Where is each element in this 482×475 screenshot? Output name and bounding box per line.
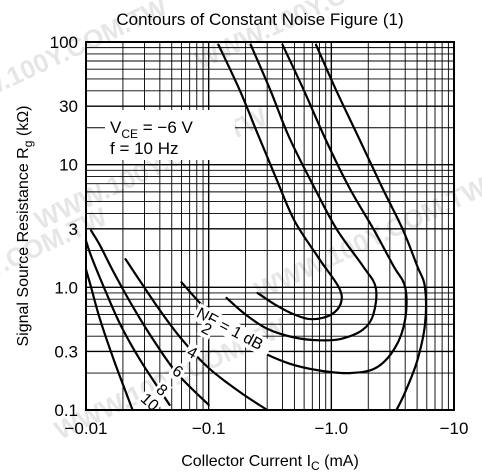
y-axis-label-main: Signal Source Resistance R bbox=[15, 147, 32, 346]
nf-curve bbox=[314, 43, 428, 412]
watermark-text: WWW.100Y.COM.TW bbox=[250, 171, 482, 305]
y-tick-label: 0.1 bbox=[54, 401, 78, 420]
nf-curve bbox=[84, 239, 171, 406]
y-tick-label: 1.0 bbox=[54, 278, 78, 297]
nf-curve bbox=[84, 268, 134, 412]
curve-label-bg bbox=[182, 341, 203, 364]
x-tick-label: −0.1 bbox=[192, 419, 226, 438]
tick-labels: −0.01 −0.1 −1.0 −10 0.1 0.3 1.0 3 10 30 100 bbox=[50, 33, 469, 438]
vce-symbol: V bbox=[110, 118, 122, 137]
frequency-condition: f = 10 Hz bbox=[110, 139, 179, 158]
y-tick-label: 100 bbox=[50, 33, 78, 52]
curve-label-bg bbox=[151, 379, 173, 402]
x-axis-label-unit: (mA) bbox=[320, 453, 359, 470]
curve-label-bg bbox=[167, 360, 188, 383]
x-tick-label: −10 bbox=[440, 419, 469, 438]
chart-title: Contours of Constant Noise Figure (1) bbox=[116, 10, 403, 29]
nf-curve bbox=[124, 258, 269, 412]
y-tick-label: 3 bbox=[69, 220, 78, 239]
y-axis-label-unit: (kΩ) bbox=[15, 106, 32, 141]
conditions-box bbox=[105, 110, 235, 160]
x-tick-label: −0.01 bbox=[64, 419, 107, 438]
x-axis-label: Collector Current IC (mA) bbox=[181, 453, 359, 473]
plot-frame bbox=[85, 41, 455, 411]
x-tick-label: −1.0 bbox=[315, 419, 349, 438]
y-axis-label-sub: g bbox=[21, 141, 35, 148]
y-axis-label: Signal Source Resistance Rg (kΩ) bbox=[15, 106, 35, 347]
nf-curve bbox=[225, 43, 378, 342]
y-tick-label: 0.3 bbox=[54, 342, 78, 361]
y-tick-label: 30 bbox=[59, 97, 78, 116]
vce-value: = −6 V bbox=[138, 118, 193, 137]
grid bbox=[85, 42, 454, 411]
x-axis-label-sub: C bbox=[311, 459, 320, 473]
vce-condition: VCE = −6 V bbox=[110, 118, 193, 141]
vce-subscript: CE bbox=[121, 127, 138, 141]
x-axis-label-main: Collector Current I bbox=[181, 453, 311, 470]
y-tick-label: 10 bbox=[59, 156, 78, 175]
curve-label-bg bbox=[191, 303, 274, 359]
nf-curve bbox=[217, 43, 343, 321]
curve-label-bg bbox=[196, 318, 217, 341]
